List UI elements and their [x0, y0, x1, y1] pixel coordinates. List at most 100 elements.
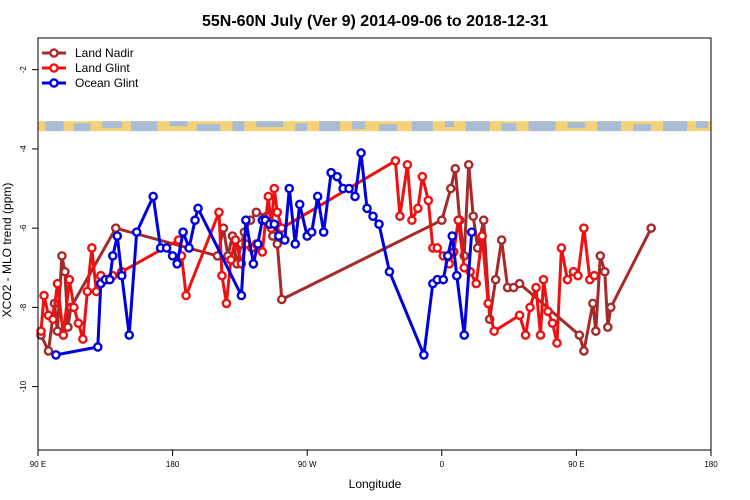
data-point-ocean-glint — [344, 183, 354, 194]
data-point-land-glint — [535, 330, 546, 340]
data-point-land-nadir — [605, 302, 616, 313]
data-point-ocean-glint — [131, 227, 142, 237]
data-point-land-glint — [181, 290, 191, 301]
ocean-patch — [465, 121, 490, 132]
data-point-ocean-glint — [161, 243, 172, 253]
chart-title: 55N-60N July (Ver 9) 2014-09-06 to 2018-… — [202, 13, 548, 30]
data-point-land-glint — [221, 298, 232, 309]
data-point-land-nadir — [251, 207, 262, 218]
ocean-patch — [102, 121, 122, 129]
data-point-land-glint — [538, 274, 549, 285]
ocean-patch — [444, 121, 454, 128]
data-point-land-nadir — [445, 183, 456, 194]
data-point-land-glint — [432, 243, 443, 253]
data-point-land-glint — [257, 247, 268, 257]
ocean-patch — [501, 123, 517, 132]
ocean-patch — [256, 121, 284, 128]
data-point-ocean-glint — [384, 266, 395, 277]
ocean-patch — [232, 121, 245, 132]
data-point-land-glint — [64, 274, 75, 285]
data-point-ocean-glint — [112, 231, 123, 241]
data-point-ocean-glint — [269, 219, 280, 229]
data-point-land-glint — [82, 286, 93, 297]
data-point-ocean-glint — [374, 219, 384, 229]
data-point-land-glint — [552, 338, 562, 348]
data-point-land-nadir — [43, 346, 54, 356]
data-point-land-glint — [471, 278, 481, 289]
ocean-patch — [295, 123, 308, 132]
ocean-patch — [528, 121, 556, 132]
data-point-land-glint — [453, 215, 464, 226]
ocean-patch — [597, 121, 622, 132]
data-point-land-nadir — [450, 163, 461, 174]
data-point-land-glint — [514, 310, 525, 321]
data-point-ocean-glint — [93, 342, 103, 352]
data-point-land-glint — [589, 270, 600, 281]
data-point-ocean-glint — [442, 251, 453, 261]
y-axis-label: XCO2 - MLO trend (ppm) — [0, 183, 14, 318]
x-tick-label: 90 E — [30, 460, 46, 469]
data-point-land-glint — [579, 223, 589, 233]
data-point-land-nadir — [110, 223, 121, 233]
data-point-land-glint — [39, 290, 49, 301]
y-tick-label: -8 — [19, 303, 28, 311]
data-point-land-nadir — [603, 322, 613, 332]
data-point-land-glint — [78, 334, 88, 344]
data-point-ocean-glint — [253, 239, 263, 249]
data-point-land-nadir — [595, 251, 606, 261]
data-point-ocean-glint — [178, 227, 188, 237]
data-point-land-glint — [58, 330, 69, 340]
data-point-land-nadir — [496, 235, 507, 245]
data-point-land-glint — [272, 207, 283, 218]
data-point-ocean-glint — [466, 227, 477, 237]
data-point-ocean-glint — [279, 235, 290, 245]
data-point-land-glint — [73, 318, 84, 329]
plot-area: 90 E 180 90 W 0 90 E 180 -2 -4 -6 -8 -10 — [19, 37, 718, 469]
data-point-ocean-glint — [167, 251, 178, 261]
legend-marker-land-nadir — [49, 48, 59, 58]
data-point-land-nadir — [276, 294, 287, 305]
data-point-land-nadir — [60, 266, 70, 277]
data-point-land-nadir — [490, 274, 501, 285]
data-point-ocean-glint — [332, 171, 342, 182]
y-tick-label: -2 — [19, 66, 28, 74]
data-point-ocean-glint — [248, 259, 259, 269]
data-point-land-nadir — [574, 330, 585, 340]
data-point-land-glint — [69, 302, 79, 313]
data-point-ocean-glint — [447, 231, 458, 241]
data-point-land-glint — [413, 203, 423, 214]
data-point-land-glint — [217, 270, 227, 281]
data-point-land-glint — [402, 159, 413, 170]
data-point-land-nadir — [478, 215, 489, 226]
data-point-land-nadir — [588, 298, 598, 309]
data-point-land-nadir — [436, 215, 447, 226]
data-point-land-glint — [87, 243, 97, 253]
plot-frame — [37, 37, 712, 451]
legend-marker-land-glint — [49, 63, 59, 73]
data-point-ocean-glint — [124, 330, 135, 340]
data-point-ocean-glint — [368, 211, 378, 222]
data-point-land-nadir — [514, 278, 525, 289]
data-point-land-glint — [417, 171, 428, 182]
data-point-land-nadir — [463, 159, 474, 170]
data-point-land-glint — [226, 255, 236, 265]
data-point-land-glint — [263, 191, 274, 202]
data-point-land-nadir — [600, 266, 610, 277]
data-point-ocean-glint — [284, 183, 295, 194]
data-point-land-nadir — [272, 239, 283, 249]
legend-marker-ocean-glint — [49, 78, 59, 88]
data-point-ocean-glint — [362, 203, 372, 214]
ocean-patch — [196, 124, 221, 132]
y-tick-label: -10 — [19, 380, 28, 392]
data-point-land-nadir — [57, 251, 67, 261]
legend-label-land-nadir: Land Nadir — [75, 46, 134, 60]
x-tick-label: 180 — [166, 460, 180, 469]
data-point-ocean-glint — [236, 290, 247, 301]
y-tick-label: -6 — [19, 224, 28, 232]
series-line-land-glint — [39, 159, 596, 345]
data-point-land-glint — [483, 298, 493, 309]
data-point-land-glint — [52, 278, 63, 289]
x-tick-label: 90 E — [568, 460, 584, 469]
data-point-land-glint — [556, 243, 567, 253]
